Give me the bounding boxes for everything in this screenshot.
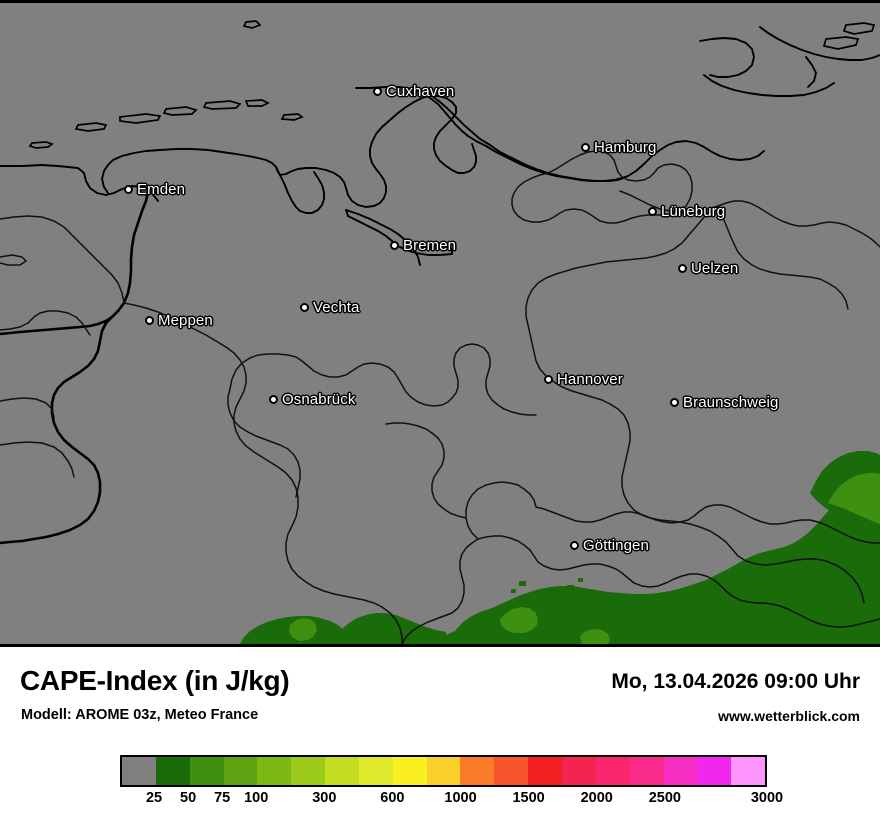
national-borders (0, 190, 150, 545)
coastlines (0, 20, 880, 266)
colorbar-segment (595, 757, 630, 785)
model-subtitle: Modell: AROME 03z, Meteo France (21, 707, 259, 723)
city-dot-icon (390, 241, 399, 250)
city-marker-hannover[interactable]: Hannover (544, 371, 623, 388)
state-borders (0, 150, 880, 644)
colorbar-segment (223, 757, 258, 785)
colorbar-segment (629, 757, 664, 785)
cape-region-50-patch2 (580, 629, 610, 644)
colorbar-segment (697, 757, 732, 785)
colorbar-segment (460, 757, 495, 785)
colorbar-tick-label: 50 (180, 790, 197, 806)
colorbar-segment (122, 757, 156, 785)
colorbar-segment (291, 757, 326, 785)
city-marker-uelzen[interactable]: Uelzen (678, 260, 738, 277)
page-title: CAPE-Index (in J/kg) (20, 665, 290, 696)
city-marker-vechta[interactable]: Vechta (300, 299, 359, 316)
city-dot-icon (678, 264, 687, 273)
colorbar-tick-label: 2500 (648, 790, 681, 806)
city-dot-icon (648, 207, 657, 216)
colorbar-tick-label: 3000 (750, 790, 784, 806)
colorbar-segment (528, 757, 562, 785)
cape-region-25 (446, 497, 880, 644)
city-label: Bremen (403, 237, 457, 254)
city-marker-braunschweig[interactable]: Braunschweig (670, 394, 778, 411)
colorbar-legend[interactable]: 25 50 75 100 300 600 1000 1500 2000 2500 3000 (120, 755, 783, 812)
colorbar-tick-label: 25 (145, 790, 163, 806)
city-dot-icon (670, 398, 679, 407)
cape-region-25-left (332, 613, 446, 644)
cape-overlay (240, 451, 880, 644)
city-marker-meppen[interactable]: Meppen (145, 312, 213, 329)
city-dot-icon (373, 87, 382, 96)
city-marker-bremen[interactable]: Bremen (390, 237, 456, 254)
colorbar-tick-label: 75 (214, 790, 231, 806)
city-dot-icon (570, 541, 579, 550)
colorbar-tick-label: 1500 (512, 790, 545, 806)
city-dot-icon (300, 303, 309, 312)
colorbar-segment (494, 757, 529, 785)
city-marker-cuxhaven[interactable]: Cuxhaven (373, 83, 454, 100)
city-label: Braunschweig (683, 394, 779, 411)
city-dot-icon (581, 143, 590, 152)
colorbar-tick-label: 300 (312, 790, 337, 806)
colorbar-segment (325, 757, 359, 785)
city-dot-icon (124, 185, 133, 194)
city-marker-osnabrueck[interactable]: Osnabrück (269, 391, 355, 408)
city-marker-lueneburg[interactable]: Lüneburg (648, 203, 725, 220)
cape-region-50-patch1 (500, 607, 538, 633)
website-label: www.wetterblick.com (718, 708, 860, 724)
colorbar-segment (392, 757, 427, 785)
city-marker-hamburg[interactable]: Hamburg (581, 139, 656, 156)
colorbar-segment (663, 757, 698, 785)
city-dot-icon (145, 316, 154, 325)
colorbar-segment (561, 757, 596, 785)
colorbar-tick-label: 100 (244, 790, 269, 806)
colorbar-ticks: 25 50 75 100 300 600 1000 1500 2000 2500 3000 (120, 790, 783, 812)
city-label: Göttingen (583, 537, 649, 554)
city-marker-goettingen[interactable]: Göttingen (570, 537, 649, 554)
city-label: Hannover (557, 371, 623, 388)
city-marker-emden[interactable]: Emden (124, 181, 185, 198)
colorbar-segment (426, 757, 461, 785)
city-label: Cuxhaven (386, 83, 455, 100)
cape-region-50-east (828, 473, 880, 524)
colorbar-segment (189, 757, 224, 785)
colorbar-tick-label: 1000 (444, 790, 477, 806)
colorbar-tick-label: 2000 (580, 790, 613, 806)
map-panel[interactable]: Cuxhaven Hamburg Emden Lüneburg Bremen U… (0, 0, 880, 647)
cape-region-50-patch3 (289, 618, 317, 641)
city-label: Emden (137, 181, 186, 198)
city-label: Uelzen (691, 260, 739, 277)
colorbar-segment (155, 757, 190, 785)
city-label: Osnabrück (282, 391, 356, 408)
city-label: Vechta (313, 299, 360, 316)
city-label: Hamburg (594, 139, 657, 156)
city-dot-icon (544, 375, 553, 384)
cape-speckles (511, 578, 616, 599)
colorbar-segment (358, 757, 393, 785)
forecast-datetime: Mo, 13.04.2026 09:00 Uhr (611, 670, 860, 693)
colorbar-tick-label: 600 (380, 790, 405, 806)
colorbar-segment (257, 757, 292, 785)
colorbar-segment (731, 757, 766, 785)
city-label: Lüneburg (661, 203, 726, 220)
colorbar-strip[interactable] (120, 755, 767, 787)
city-label: Meppen (158, 312, 213, 329)
city-dot-icon (269, 395, 278, 404)
footer-panel: CAPE-Index (in J/kg) Modell: AROME 03z, … (0, 647, 880, 830)
